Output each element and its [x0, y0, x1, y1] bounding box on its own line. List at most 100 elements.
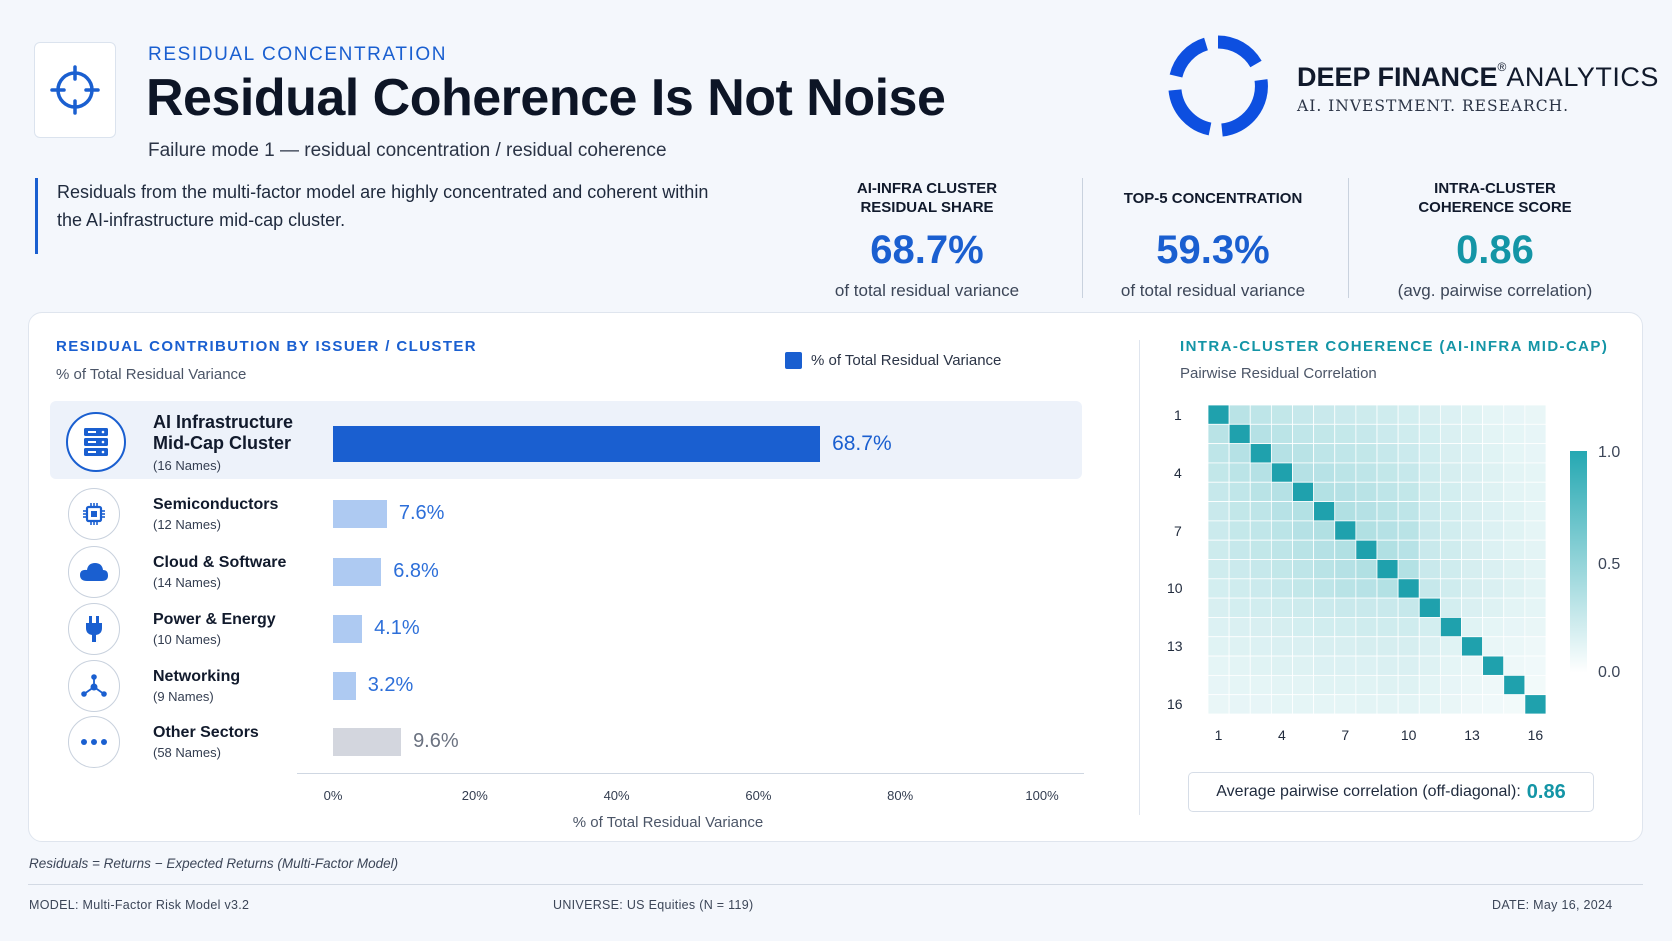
heatmap-cell: [1439, 674, 1462, 696]
heatmap-cell: [1208, 578, 1230, 599]
heatmap-cell: [1482, 405, 1505, 425]
heatmap-cell: [1228, 694, 1251, 714]
heatmap-cell: [1228, 617, 1251, 638]
category-count: (10 Names): [153, 632, 221, 647]
heatmap-cell: [1355, 597, 1378, 618]
heatmap-cell: [1503, 655, 1526, 676]
heatmap-cell: [1418, 578, 1441, 599]
heatmap-cell: [1313, 539, 1336, 560]
heatmap-cell: [1292, 617, 1315, 638]
category-icon-circle: [66, 412, 126, 472]
heatmap-cell: [1292, 520, 1315, 541]
heatmap-cell: [1524, 539, 1546, 560]
heatmap-cell: [1482, 423, 1505, 445]
heatmap-cell: [1397, 559, 1420, 580]
heatmap-cell: [1208, 674, 1230, 696]
heatmap-cell: [1461, 462, 1484, 483]
heatmap-cell: [1376, 655, 1399, 676]
heatmap-cell: [1228, 405, 1251, 425]
heatmap-cell: [1355, 674, 1378, 696]
bar-value-label: 6.8%: [393, 560, 439, 582]
heatmap-x-tick: 10: [1400, 727, 1417, 743]
heatmap-cell: [1228, 462, 1251, 483]
heatmap-cell: [1418, 501, 1441, 522]
heatmap-cell: [1524, 423, 1546, 445]
heatmap-cell: [1228, 636, 1251, 657]
heatmap-cell: [1418, 520, 1441, 541]
kpi-divider: [1082, 178, 1083, 298]
heatmap-x-tick: 13: [1464, 727, 1480, 743]
heatmap-cell: [1503, 501, 1526, 522]
heatmap-cell: [1208, 559, 1230, 580]
heatmap-cell: [1418, 636, 1441, 657]
heatmap-cell: [1270, 520, 1293, 541]
heatmap-cell: [1524, 443, 1546, 464]
heatmap-cell: [1397, 481, 1420, 502]
kpi-label: AI-INFRA CLUSTER RESIDUAL SHARE: [856, 180, 998, 216]
heatmap-cell: [1503, 636, 1526, 657]
heatmap-cell: [1228, 559, 1251, 580]
category-name: Cloud & Software: [153, 554, 287, 571]
heatmap-cell: [1439, 520, 1462, 541]
heatmap-cell: [1228, 597, 1251, 618]
bar: [333, 615, 363, 643]
heatmap-cell: [1270, 405, 1293, 425]
heatmap-cell: [1292, 405, 1315, 425]
heatmap-cell: [1418, 617, 1441, 638]
heatmap-cell: [1313, 617, 1336, 638]
heatmap-cell: [1270, 539, 1293, 560]
bar: [333, 672, 356, 700]
residual-formula: Residuals = Returns − Expected Returns (…: [29, 856, 399, 871]
page-title: Residual Coherence Is Not Noise: [146, 69, 946, 127]
heatmap-cell: [1439, 423, 1462, 445]
heatmap-cell: [1376, 694, 1399, 714]
heatmap-cell: [1292, 501, 1315, 522]
heatmap-diagonal-cell: [1334, 520, 1357, 541]
heatmap-cell: [1334, 423, 1357, 445]
footer-model: MODEL: Multi-Factor Risk Model v3.2: [29, 898, 250, 912]
colorbar: [1570, 451, 1587, 673]
heatmap-y-tick: 4: [1174, 464, 1182, 481]
bar: [333, 426, 821, 462]
heatmap-cell: [1249, 578, 1272, 599]
heatmap-cell: [1397, 636, 1420, 657]
heatmap-cell: [1439, 559, 1462, 580]
heatmap-cell: [1334, 405, 1357, 425]
heatmap-cell: [1355, 636, 1378, 657]
heatmap-cell: [1355, 405, 1378, 425]
heatmap-cell: [1482, 597, 1505, 618]
heatmap-cell: [1313, 423, 1336, 445]
heatmap-cell: [1482, 636, 1505, 657]
kpi-top5-concentration: TOP-5 CONCENTRATION 59.3% of total resid…: [1093, 178, 1333, 301]
network-nodes-icon: [81, 674, 107, 697]
category-icon-circle: [68, 488, 120, 540]
chip-icon: [83, 503, 105, 525]
category-name: AI Infrastructure Mid-Cap Cluster: [153, 412, 294, 453]
heatmap-cell: [1503, 405, 1526, 425]
heatmap-cell: [1249, 559, 1272, 580]
bar-value-label: 4.1%: [374, 617, 420, 639]
bar-chart-subtitle: % of Total Residual Variance: [56, 366, 247, 383]
heatmap-cell: [1397, 405, 1420, 425]
x-tick-label: 40%: [603, 788, 630, 803]
heatmap-cell: [1313, 443, 1336, 464]
heatmap-cell: [1249, 636, 1272, 657]
heatmap-cell: [1482, 617, 1505, 638]
heatmap-cell: [1461, 443, 1484, 464]
heatmap-cell: [1270, 423, 1293, 445]
heatmap-cell: [1418, 559, 1441, 580]
bar: [333, 728, 402, 756]
heatmap-cell: [1313, 655, 1336, 676]
heatmap-diagonal-cell: [1228, 423, 1251, 445]
heatmap-cell: [1461, 520, 1484, 541]
colorbar-tick: 0.5: [1598, 556, 1621, 573]
heatmap-cell: [1503, 443, 1526, 464]
heatmap-cell: [1461, 501, 1484, 522]
heatmap-cell: [1355, 617, 1378, 638]
kpi-label: INTRA-CLUSTER COHERENCE SCORE: [1418, 180, 1572, 216]
bar-value-label: 3.2%: [367, 674, 414, 696]
heatmap-cell: [1524, 559, 1546, 580]
category-count: (12 Names): [153, 517, 221, 532]
heatmap-cell: [1482, 462, 1505, 483]
heatmap-cell: [1461, 674, 1484, 696]
